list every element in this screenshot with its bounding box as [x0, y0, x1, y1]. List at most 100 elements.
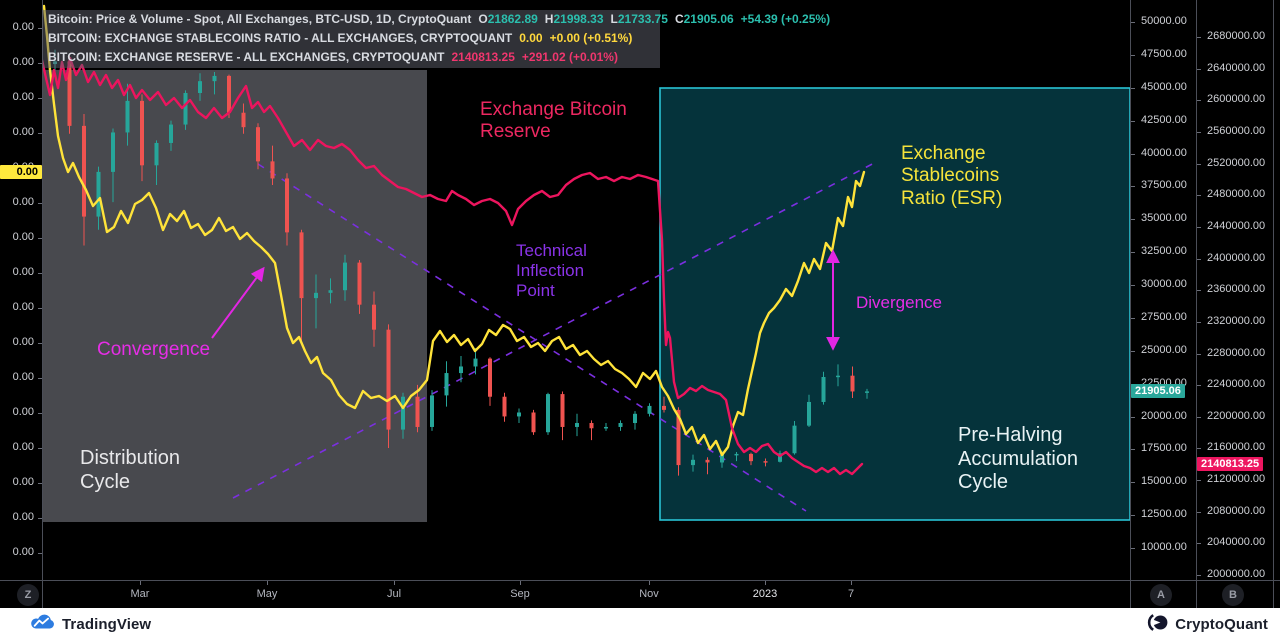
axis-tick-label: 0.00: [12, 196, 34, 208]
axis-tick-label: 2000000.00: [1207, 568, 1266, 581]
axis-tick-label: 0.00: [12, 126, 34, 138]
axis-tick-label: 25000.00: [1141, 343, 1187, 356]
axis-tick-label: 50000.00: [1141, 15, 1187, 27]
annotation-distribution-cycle: Distribution Cycle: [80, 447, 181, 493]
axis-tick-label: 2520000.00: [1207, 156, 1266, 169]
annotation-divergence: Divergence: [856, 293, 942, 312]
axis-tick-label: 0.00: [12, 476, 34, 488]
left-price-axis[interactable]: 0.00 0.00 0.00 0.00 0.00 0.00 0.00 0.00 0.00 0.00…: [0, 0, 43, 608]
axis-tick-label: 37500.00: [1141, 179, 1187, 192]
legend-reserve-title: BITCOIN: EXCHANGE RESERVE - ALL EXCHANGE…: [48, 50, 445, 64]
tradingview-brand-text: TradingView: [62, 616, 152, 633]
right-axis-a-button[interactable]: A: [1150, 584, 1172, 606]
cryptoquant-logo-icon: [1147, 613, 1169, 636]
axis-tick-label: 2560000.00: [1207, 124, 1266, 137]
legend-price-title: Bitcoin: Price & Volume - Spot, All Exch…: [48, 12, 472, 26]
right-reserve-axis[interactable]: 2680000.00 2640000.00 2600000.00 2560000.00…: [1196, 0, 1274, 608]
ohlc-low-value: 21733.75: [617, 12, 668, 26]
axis-tick-label: 2600000.00: [1207, 93, 1266, 106]
time-tick-label: Nov: [639, 588, 659, 600]
right-price-axis[interactable]: 50000.00 47500.00 45000.00 42500.00 40000.00…: [1130, 0, 1196, 608]
legend-series-stablecoins-ratio[interactable]: BITCOIN: EXCHANGE STABLECOINS RATIO - AL…: [42, 29, 830, 48]
reserve-value: 2140813.25: [451, 50, 515, 64]
right-axis-b-button[interactable]: B: [1222, 584, 1244, 606]
annotation-convergence: Convergence: [97, 339, 211, 360]
axis-tick-label: 2120000.00: [1207, 473, 1266, 486]
esr-value: 0.00: [519, 31, 543, 45]
time-axis[interactable]: Mar May Jul Sep Nov 2023 7: [0, 580, 1280, 609]
time-tick-label: May: [256, 588, 278, 600]
legend: Bitcoin: Price & Volume - Spot, All Exch…: [42, 10, 830, 68]
axis-tick-label: 20000.00: [1141, 409, 1187, 422]
chart-canvas[interactable]: [0, 0, 1280, 580]
axis-tick-label: 0.00: [12, 371, 34, 383]
cryptoquant-brand-link[interactable]: CryptoQuant: [1147, 608, 1268, 641]
axis-tick-label: 0.00: [12, 546, 34, 558]
axis-tick-label: 0.00: [12, 336, 34, 348]
axis-tick-label: 0.00: [12, 266, 34, 278]
legend-series-price[interactable]: Bitcoin: Price & Volume - Spot, All Exch…: [42, 10, 830, 29]
esr-change-value: +0.00 (+0.51%): [549, 31, 633, 45]
axis-tick-label: 35000.00: [1141, 212, 1187, 225]
cryptoquant-brand-text: CryptoQuant: [1175, 616, 1268, 633]
axis-tick-label: 40000.00: [1141, 146, 1187, 159]
axis-tick-label: 32500.00: [1141, 245, 1187, 258]
time-tick-label: 7: [847, 588, 855, 600]
axis-tick-label: 2360000.00: [1207, 283, 1266, 296]
axis-tick-label: 0.00: [12, 21, 34, 33]
annotation-exchange-stablecoins-ratio: Exchange Stablecoins Ratio (ESR): [901, 143, 1003, 209]
ohlc-high-label: H: [544, 12, 554, 26]
annotation-technical-inflection-point: Technical Inflection Point: [516, 241, 587, 301]
legend-backdrop: [42, 10, 660, 68]
axis-tick-label: 10000.00: [1141, 541, 1187, 553]
axis-tick-label: 2400000.00: [1207, 251, 1266, 264]
axis-tick-label: 0.00: [12, 441, 34, 453]
price-change-value: +54.39 (+0.25%): [740, 12, 831, 26]
annotation-pre-halving-accumulation-cycle: Pre-Halving Accumulation Cycle: [958, 424, 1079, 494]
axis-tick-label: 2680000.00: [1207, 30, 1266, 42]
ohlc-high-value: 21998.33: [553, 12, 604, 26]
time-tick-label: Mar: [130, 588, 150, 600]
tradingview-brand-link[interactable]: TradingView: [30, 608, 151, 641]
esr-current-value-label: 0.00: [0, 165, 42, 179]
axis-tick-label: 42500.00: [1141, 113, 1187, 126]
axis-tick-label: 2440000.00: [1207, 219, 1266, 232]
reserve-change-value: +291.02 (+0.01%): [521, 50, 618, 64]
axis-tick-label: 2240000.00: [1207, 378, 1266, 391]
left-axis-settings-button[interactable]: Z: [17, 584, 39, 606]
axis-tick-label: 2040000.00: [1207, 536, 1266, 549]
axis-tick-label: 0.00: [12, 301, 34, 313]
ohlc-close-value: 21905.06: [683, 12, 734, 26]
ohlc-open-value: 21862.89: [487, 12, 538, 26]
axis-tick-label: 2320000.00: [1207, 314, 1266, 327]
legend-series-exchange-reserve[interactable]: BITCOIN: EXCHANGE RESERVE - ALL EXCHANGE…: [42, 48, 830, 67]
axis-tick-label: 2480000.00: [1207, 188, 1266, 201]
axis-tick-label: 0.00: [12, 406, 34, 418]
axis-tick-label: 30000.00: [1141, 278, 1187, 290]
axis-tick-label: 45000.00: [1141, 80, 1187, 93]
axis-tick-label: 15000.00: [1141, 475, 1187, 488]
axis-tick-label: 2080000.00: [1207, 504, 1266, 517]
annotation-exchange-bitcoin-reserve: Exchange Bitcoin Reserve: [480, 99, 627, 143]
legend-esr-title: BITCOIN: EXCHANGE STABLECOINS RATIO - AL…: [48, 31, 513, 45]
ohlc-open-label: O: [478, 12, 488, 26]
axis-tick-label: 2280000.00: [1207, 346, 1266, 359]
tradingview-logo-icon: [30, 614, 56, 635]
axis-tick-label: 12500.00: [1141, 508, 1187, 521]
axis-tick-label: 17500.00: [1141, 442, 1187, 455]
axis-tick-label: 2160000.00: [1207, 441, 1266, 454]
time-tick-label: Jul: [386, 588, 402, 600]
axis-tick-label: 2200000.00: [1207, 409, 1266, 422]
axis-tick-label: 27500.00: [1141, 310, 1187, 323]
time-tick-label: Sep: [510, 588, 530, 600]
btc-price-current-value-label: 21905.06: [1131, 384, 1185, 398]
axis-tick-label: 0.00: [12, 231, 34, 243]
axis-tick-label: 47500.00: [1141, 47, 1187, 60]
ohlc-close-label: C: [674, 12, 684, 26]
axis-tick-label: 0.00: [12, 511, 34, 523]
reserve-current-value-label: 2140813.25: [1197, 457, 1264, 471]
axis-tick-label: 0.00: [12, 56, 34, 68]
time-tick-label: 2023: [752, 588, 778, 600]
axis-tick-label: 2640000.00: [1207, 61, 1266, 74]
